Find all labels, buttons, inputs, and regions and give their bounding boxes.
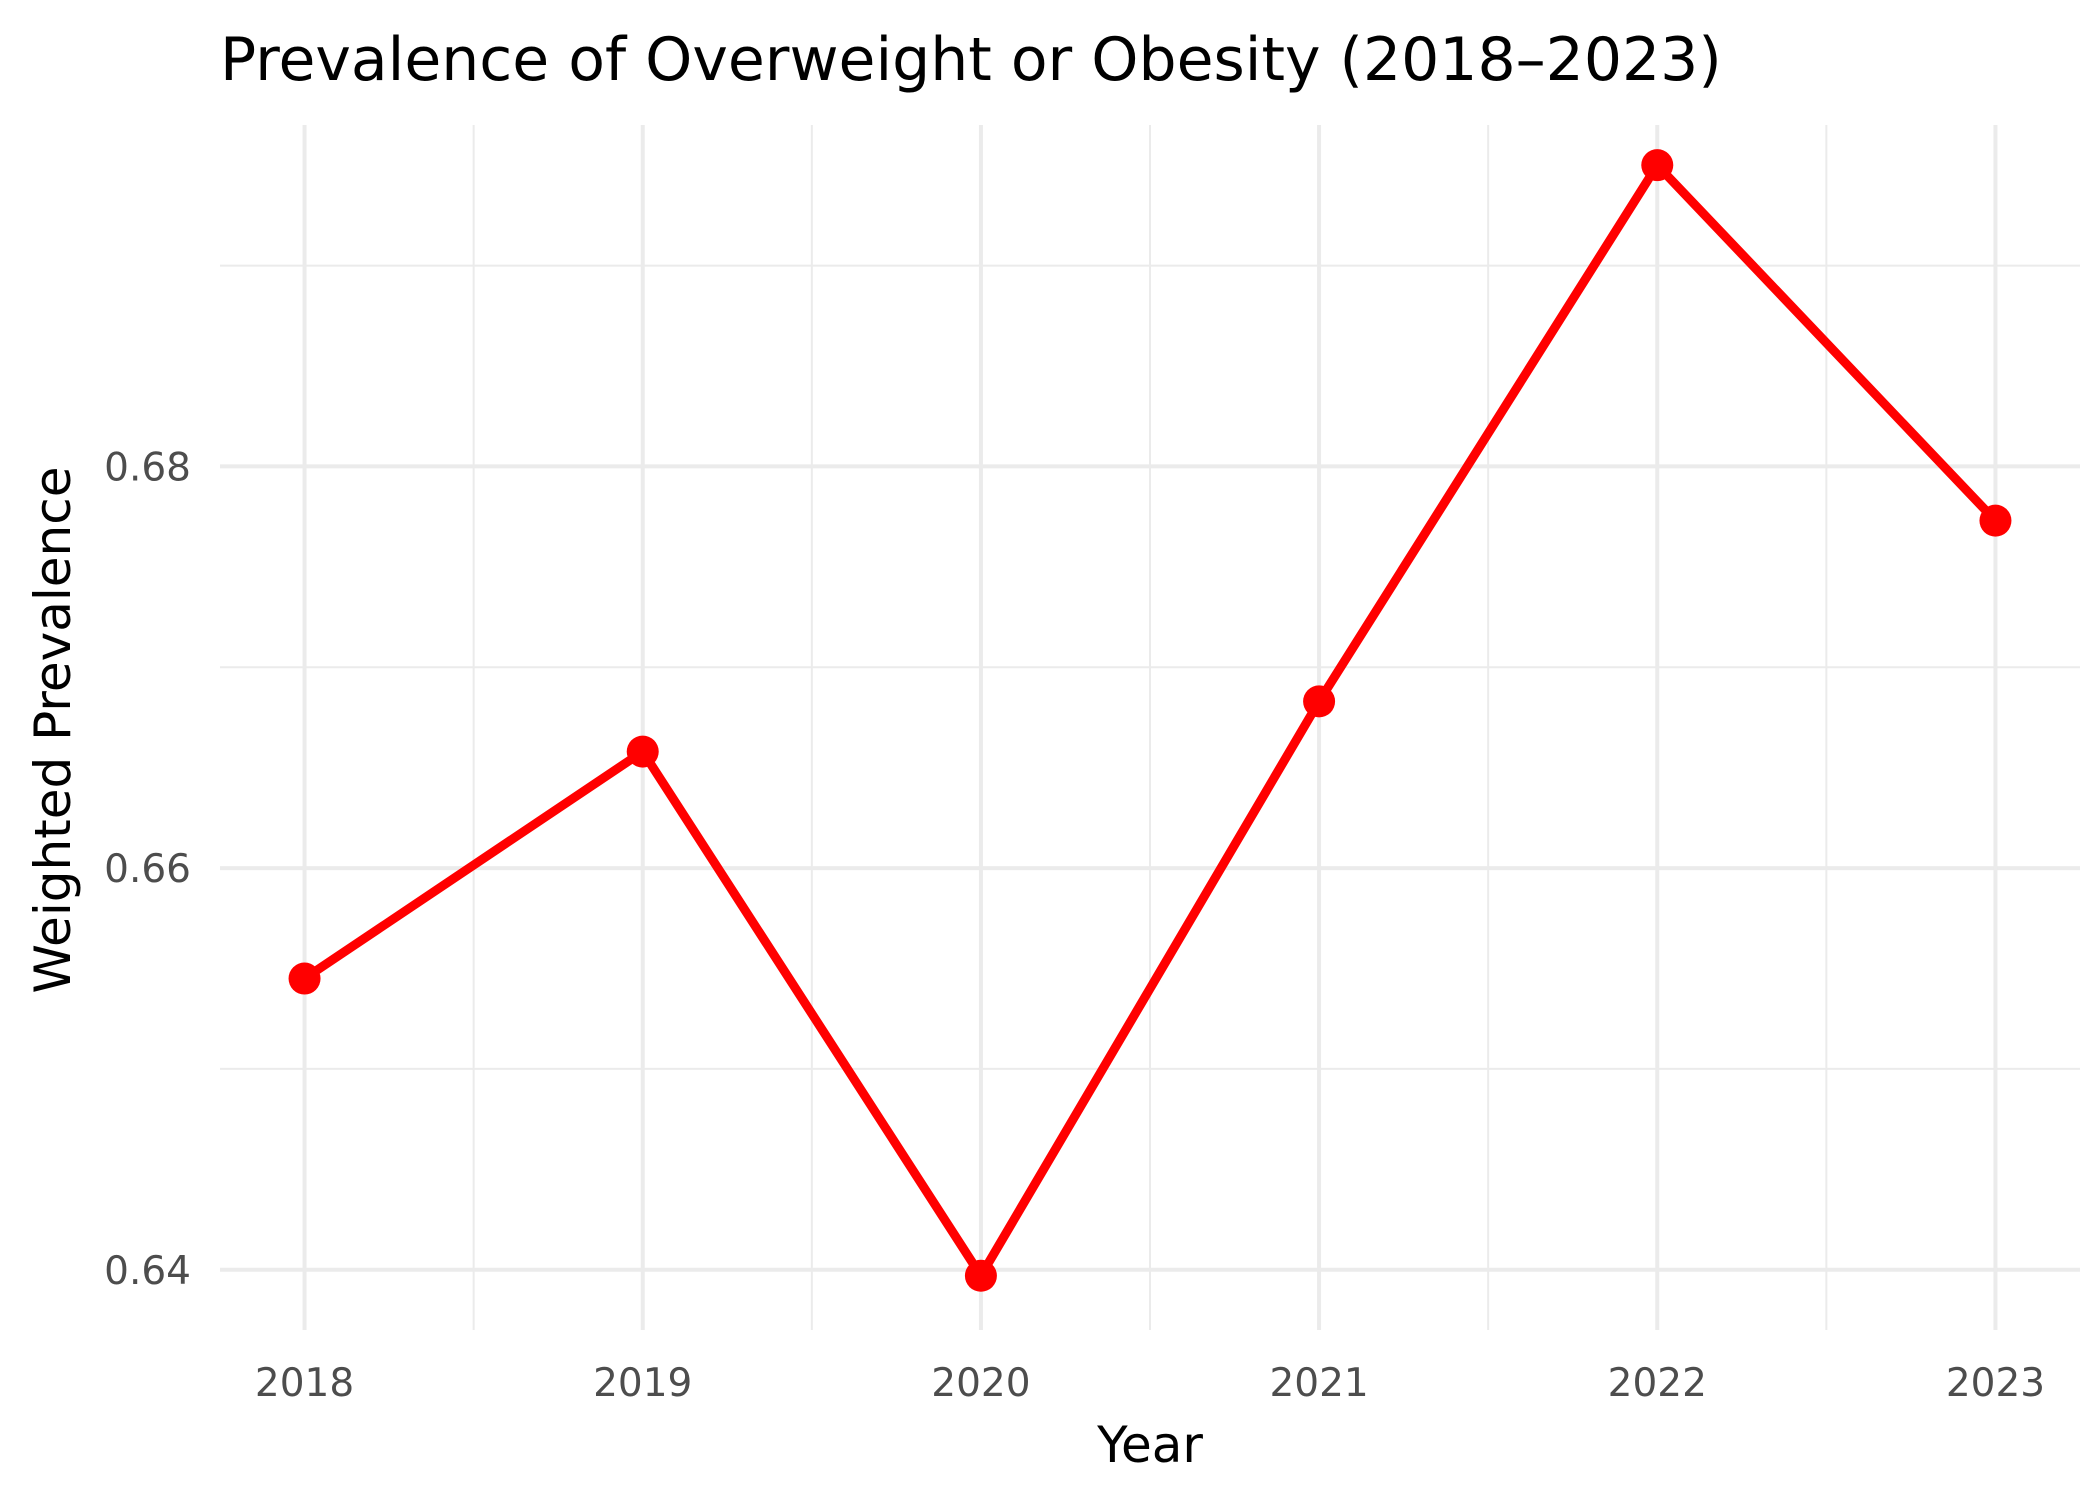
data-point — [288, 962, 321, 995]
data-point — [1641, 149, 1674, 182]
y-tick-label: 0.66 — [104, 847, 191, 892]
data-point — [1303, 685, 1336, 718]
data-point — [626, 735, 659, 768]
tick-labels: 2018 2019 2020 2021 2022 2023 0.64 0.66 0.68 — [104, 445, 2045, 1406]
data-point — [1979, 504, 2012, 537]
y-tick-label: 0.64 — [104, 1249, 191, 1294]
series-line-group — [300, 160, 2000, 1281]
series-points-group — [288, 149, 2012, 1292]
y-axis-title: Weighted Prevalence — [24, 467, 82, 994]
x-axis-title: Year — [1096, 1416, 1203, 1474]
x-tick-label: 2019 — [593, 1361, 692, 1406]
y-tick-label: 0.68 — [104, 445, 191, 490]
series-line — [300, 160, 2000, 1281]
chart-title: Prevalence of Overweight or Obesity (201… — [220, 25, 1722, 95]
grid — [220, 125, 2080, 1330]
x-tick-label: 2023 — [1946, 1361, 2045, 1406]
x-tick-label: 2018 — [255, 1361, 354, 1406]
x-tick-label: 2020 — [931, 1361, 1030, 1406]
x-tick-label: 2021 — [1269, 1361, 1368, 1406]
data-point — [964, 1259, 997, 1292]
x-tick-label: 2022 — [1608, 1361, 1707, 1406]
